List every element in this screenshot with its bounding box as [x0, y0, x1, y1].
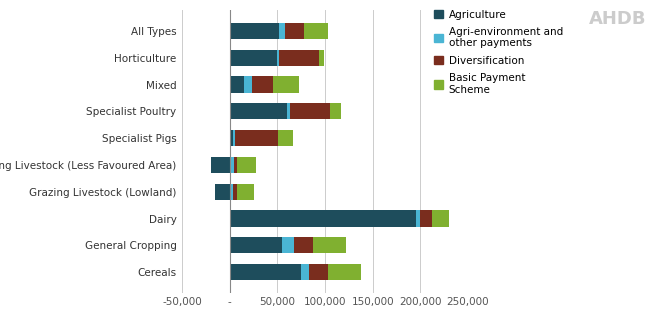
Bar: [280, 23, 285, 39]
Bar: [252, 77, 272, 93]
Bar: [229, 210, 415, 226]
Bar: [244, 77, 252, 93]
Bar: [229, 130, 233, 146]
Bar: [235, 157, 237, 173]
Bar: [290, 103, 330, 119]
Bar: [280, 50, 319, 66]
Bar: [294, 237, 313, 253]
Bar: [237, 157, 256, 173]
Bar: [287, 103, 290, 119]
Bar: [330, 103, 341, 119]
Bar: [229, 264, 301, 280]
Bar: [278, 50, 280, 66]
Bar: [235, 130, 278, 146]
Bar: [313, 237, 346, 253]
Bar: [285, 23, 304, 39]
Bar: [301, 264, 309, 280]
Bar: [229, 157, 235, 173]
Bar: [415, 210, 421, 226]
Bar: [278, 130, 292, 146]
Bar: [233, 130, 235, 146]
Bar: [421, 210, 432, 226]
Bar: [215, 184, 229, 200]
Bar: [432, 210, 449, 226]
Bar: [229, 237, 282, 253]
Bar: [211, 157, 229, 173]
Bar: [229, 50, 278, 66]
Bar: [282, 237, 294, 253]
Legend: Agriculture, Agri-environment and
other payments, Diversification, Basic Payment: Agriculture, Agri-environment and other …: [434, 10, 563, 95]
Bar: [319, 50, 324, 66]
Bar: [229, 77, 244, 93]
Bar: [272, 77, 299, 93]
Bar: [233, 184, 237, 200]
Bar: [304, 23, 328, 39]
Bar: [309, 264, 328, 280]
Bar: [229, 103, 287, 119]
Text: AHDB: AHDB: [590, 10, 647, 28]
Bar: [237, 184, 254, 200]
Bar: [229, 184, 233, 200]
Bar: [328, 264, 361, 280]
Bar: [229, 23, 280, 39]
